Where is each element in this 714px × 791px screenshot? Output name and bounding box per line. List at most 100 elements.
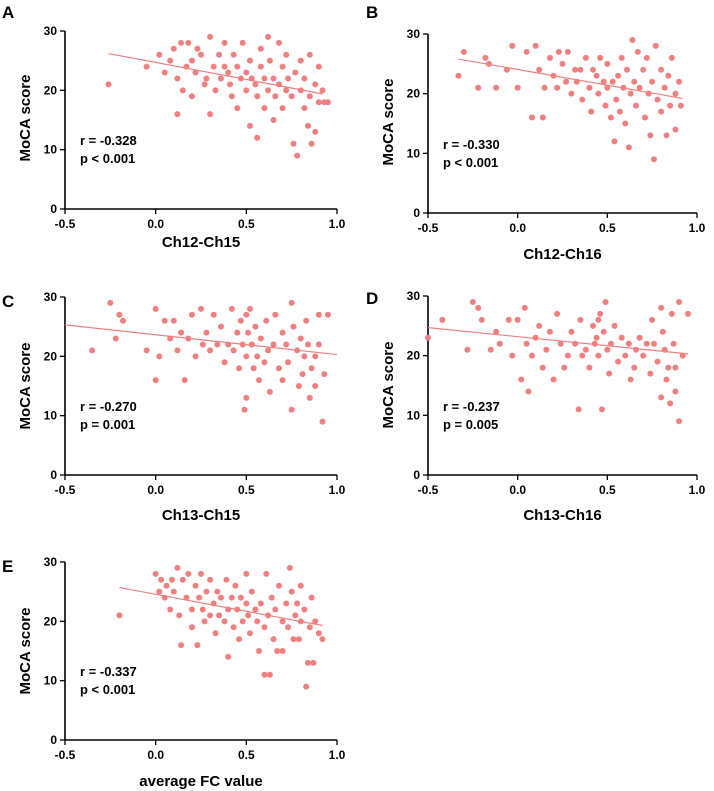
data-point (265, 347, 272, 354)
data-point (158, 576, 165, 583)
p-value-label: p < 0.001 (80, 151, 135, 166)
data-point (203, 588, 210, 595)
data-point (243, 570, 250, 577)
x-tick-label: 1.0 (329, 217, 346, 231)
data-point (221, 359, 228, 366)
data-point (559, 60, 566, 67)
data-point (493, 84, 500, 91)
data-point (672, 364, 679, 371)
data-point (290, 323, 297, 330)
data-point (487, 346, 494, 353)
data-point (301, 105, 308, 112)
data-point (178, 39, 185, 46)
data-point (170, 588, 177, 595)
data-point (105, 81, 112, 88)
data-point (294, 600, 301, 607)
data-point (301, 75, 308, 82)
data-point (248, 588, 255, 595)
r-value-label: r = -0.270 (80, 399, 137, 414)
data-point (116, 311, 123, 318)
data-point (643, 54, 650, 61)
data-point (274, 648, 281, 654)
data-point (207, 33, 214, 40)
r-value-label: r = -0.237 (443, 399, 500, 414)
data-point (658, 394, 665, 401)
data-point (658, 108, 665, 115)
data-point (529, 352, 536, 359)
y-tick-label: 30 (44, 24, 58, 38)
data-point (216, 51, 223, 58)
data-point (221, 618, 228, 625)
data-point (261, 671, 268, 678)
data-point (315, 63, 322, 70)
data-point (312, 128, 319, 135)
y-tick-label: 10 (407, 408, 421, 422)
data-point (636, 84, 643, 91)
data-point (188, 624, 195, 631)
chart-panel-d: D 0 10 20 30 -0.5 0.0 0.5 1.0 MoCA score Ch13-Ch16… (366, 289, 706, 524)
data-point (167, 335, 174, 342)
data-point (283, 341, 290, 348)
data-point (188, 606, 195, 613)
y-tick-label: 20 (44, 349, 58, 363)
regression-line (427, 327, 689, 355)
data-point (210, 311, 217, 318)
data-point (279, 329, 286, 336)
y-axis-label: MoCA score (17, 75, 34, 162)
data-point (283, 600, 290, 607)
data-point (631, 364, 638, 371)
data-point (167, 57, 174, 64)
data-point (315, 99, 322, 106)
data-point (643, 340, 650, 347)
x-axis-label: Ch12-Ch16 (523, 246, 601, 263)
data-point (214, 341, 221, 348)
data-point (243, 394, 250, 401)
x-tick-label: 1.0 (689, 483, 706, 497)
data-point (609, 78, 616, 85)
data-point (579, 96, 586, 103)
data-point (633, 346, 640, 353)
data-point (464, 346, 471, 353)
data-point (116, 612, 123, 619)
data-point (658, 66, 665, 73)
data-point (627, 90, 634, 97)
data-point (257, 600, 264, 607)
data-point (324, 311, 331, 318)
data-point (615, 358, 622, 365)
data-point (221, 63, 228, 70)
data-point (152, 377, 159, 384)
data-point (252, 81, 259, 88)
y-tick-label: 20 (407, 349, 421, 363)
data-point (539, 114, 546, 121)
data-point (285, 75, 292, 82)
data-point (295, 383, 302, 389)
x-tick-label: 0.5 (599, 483, 616, 497)
y-tick-label: 30 (407, 289, 421, 303)
data-point (225, 653, 232, 660)
data-point (261, 105, 268, 112)
data-point (254, 618, 261, 625)
data-point (616, 108, 623, 115)
data-point (178, 329, 185, 336)
data-point (677, 102, 684, 109)
data-point (170, 45, 177, 52)
y-axis-label: MoCA score (17, 608, 34, 695)
data-point (194, 642, 201, 649)
data-point (234, 606, 241, 613)
data-point (257, 63, 264, 70)
data-point (270, 636, 277, 643)
data-point (319, 87, 326, 94)
data-point (523, 48, 530, 55)
data-point (582, 346, 589, 353)
data-point (285, 624, 292, 631)
data-point (210, 600, 217, 607)
data-point (143, 347, 150, 354)
data-point (170, 317, 177, 324)
data-point (604, 84, 611, 91)
regression-line (108, 52, 323, 95)
data-point (525, 388, 532, 395)
data-point (518, 376, 525, 383)
data-point (248, 341, 255, 348)
data-point (564, 352, 571, 359)
